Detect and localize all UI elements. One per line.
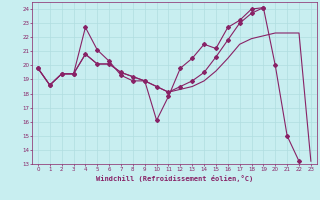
- X-axis label: Windchill (Refroidissement éolien,°C): Windchill (Refroidissement éolien,°C): [96, 175, 253, 182]
